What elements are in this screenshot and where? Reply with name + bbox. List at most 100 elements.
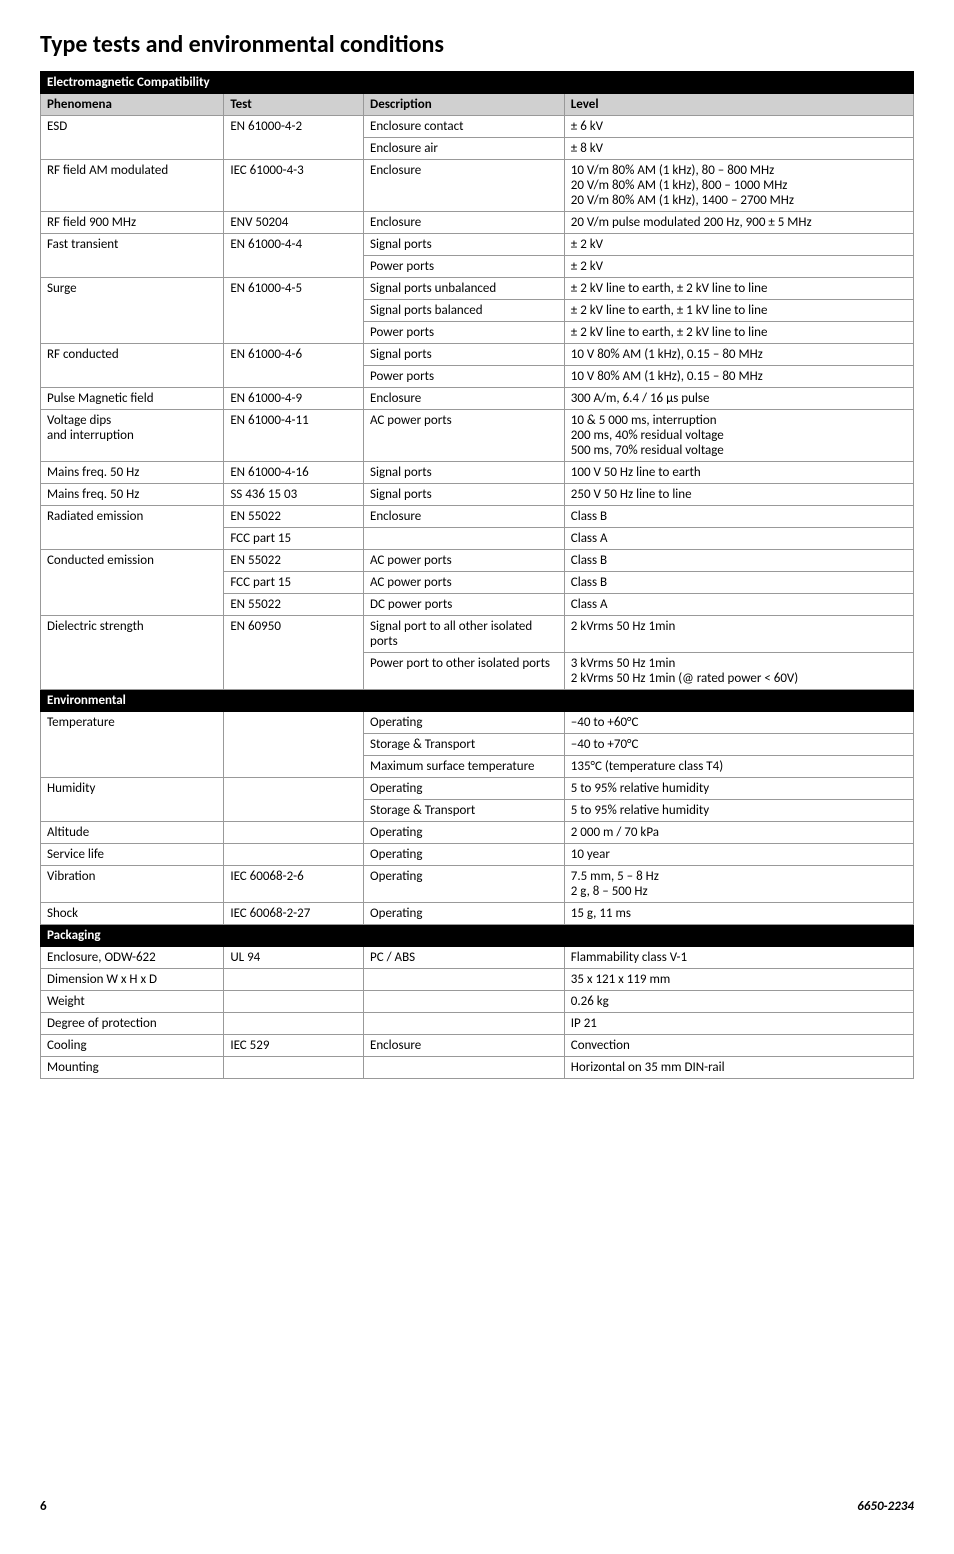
column-header: Phenomena [41, 94, 224, 116]
table-cell: Operating [364, 712, 565, 734]
table-cell: Temperature [41, 712, 224, 778]
table-cell: RF conducted [41, 344, 224, 388]
table-cell: Operating [364, 822, 565, 844]
table-cell: Dielectric strength [41, 616, 224, 690]
table-cell: RF field AM modulated [41, 160, 224, 212]
table-cell: AC power ports [364, 550, 565, 572]
table-row: Conducted emissionEN 55022AC power ports… [41, 550, 914, 572]
table-cell: IP 21 [564, 1013, 913, 1035]
table-row: Dimension W x H x D 35 x 121 x 119 mm [41, 969, 914, 991]
table-cell: 10 V/m 80% AM (1 kHz), 80 – 800 MHz20 V/… [564, 160, 913, 212]
table-cell: Convection [564, 1035, 913, 1057]
table-cell: 15 g, 11 ms [564, 903, 913, 925]
table-cell: ± 2 kV line to earth, ± 2 kV line to lin… [564, 278, 913, 300]
table-cell: SS 436 15 03 [224, 484, 364, 506]
table-cell: EN 61000-4-11 [224, 410, 364, 462]
table-cell: FCC part 15 [224, 572, 364, 594]
table-cell: Weight [41, 991, 224, 1013]
page-number: 6 [40, 1499, 47, 1514]
table-cell: IEC 61000-4-3 [224, 160, 364, 212]
table-cell: FCC part 15 [224, 528, 364, 550]
table-row: AltitudeOperating2 000 m / 70 kPa [41, 822, 914, 844]
table-cell: EN 55022 [224, 550, 364, 572]
table-cell: 250 V 50 Hz line to line [564, 484, 913, 506]
table-cell: Enclosure [364, 388, 565, 410]
table-cell: Pulse Magnetic field [41, 388, 224, 410]
column-header-row: PhenomenaTestDescriptionLevel [41, 94, 914, 116]
table-cell: 0.26 kg [564, 991, 913, 1013]
table-cell: Service life [41, 844, 224, 866]
table-cell: AC power ports [364, 410, 565, 462]
table-cell: Shock [41, 903, 224, 925]
table-cell: Enclosure [364, 1035, 565, 1057]
table-cell: 135°C (temperature class T4) [564, 756, 913, 778]
table-row: ESDEN 61000-4-2Enclosure contact± 6 kV [41, 116, 914, 138]
table-row: Mains freq. 50 HzSS 436 15 03Signal port… [41, 484, 914, 506]
table-cell: ± 2 kV line to earth, ± 1 kV line to lin… [564, 300, 913, 322]
table-cell: Enclosure air [364, 138, 565, 160]
table-cell: DC power ports [364, 594, 565, 616]
table-cell: Class A [564, 528, 913, 550]
table-cell: Cooling [41, 1035, 224, 1057]
table-cell: Storage & Transport [364, 800, 565, 822]
table-cell: 10 V 80% AM (1 kHz), 0.15 – 80 MHz [564, 344, 913, 366]
table-cell: ± 8 kV [564, 138, 913, 160]
table-row: Voltage dipsand interruptionEN 61000-4-1… [41, 410, 914, 462]
table-cell: Class A [564, 594, 913, 616]
table-cell: Power ports [364, 366, 565, 388]
table-cell: Flammability class V-1 [564, 947, 913, 969]
table-cell: EN 61000-4-6 [224, 344, 364, 388]
table-cell: PC / ABS [364, 947, 565, 969]
table-cell [224, 991, 364, 1013]
table-cell: IEC 529 [224, 1035, 364, 1057]
table-row: CoolingIEC 529EnclosureConvection [41, 1035, 914, 1057]
table-cell: Enclosure [364, 506, 565, 528]
table-cell: EN 61000-4-16 [224, 462, 364, 484]
table-cell: 2 000 m / 70 kPa [564, 822, 913, 844]
table-cell: Storage & Transport [364, 734, 565, 756]
page-footer: 6 6650-2234 [40, 1499, 914, 1514]
table-cell: Mains freq. 50 Hz [41, 462, 224, 484]
table-cell: Signal port to all other isolated ports [364, 616, 565, 653]
table-cell: Power ports [364, 256, 565, 278]
table-row: Dielectric strengthEN 60950Signal port t… [41, 616, 914, 653]
table-cell: Signal ports [364, 344, 565, 366]
table-cell: 100 V 50 Hz line to earth [564, 462, 913, 484]
table-cell: Conducted emission [41, 550, 224, 616]
table-row: Pulse Magnetic fieldEN 61000-4-9Enclosur… [41, 388, 914, 410]
table-cell: 10 year [564, 844, 913, 866]
table-row: MountingHorizontal on 35 mm DIN-rail [41, 1057, 914, 1079]
table-cell [224, 778, 364, 822]
table-row: Mains freq. 50 HzEN 61000-4-16Signal por… [41, 462, 914, 484]
table-cell: Signal ports [364, 484, 565, 506]
table-cell: EN 61000-4-2 [224, 116, 364, 160]
table-cell: EN 61000-4-9 [224, 388, 364, 410]
table-cell: EN 55022 [224, 506, 364, 528]
table-cell: ESD [41, 116, 224, 160]
table-cell: Dimension W x H x D [41, 969, 224, 991]
table-cell: EN 61000-4-4 [224, 234, 364, 278]
table-cell: 7.5 mm, 5 – 8 Hz2 g, 8 – 500 Hz [564, 866, 913, 903]
table-cell: Voltage dipsand interruption [41, 410, 224, 462]
table-cell: Operating [364, 844, 565, 866]
table-row: Fast transientEN 61000-4-4Signal ports± … [41, 234, 914, 256]
table-cell: EN 55022 [224, 594, 364, 616]
table-cell: 3 kVrms 50 Hz 1min2 kVrms 50 Hz 1min (@ … [564, 653, 913, 690]
table-cell: 35 x 121 x 119 mm [564, 969, 913, 991]
table-cell: Signal ports unbalanced [364, 278, 565, 300]
table-cell: Operating [364, 866, 565, 903]
table-cell [364, 528, 565, 550]
table-cell: Enclosure, ODW-622 [41, 947, 224, 969]
table-row: RF conductedEN 61000-4-6Signal ports10 V… [41, 344, 914, 366]
table-cell: Mains freq. 50 Hz [41, 484, 224, 506]
table-cell: AC power ports [364, 572, 565, 594]
table-cell: 300 A/m, 6.4 / 16 µs pulse [564, 388, 913, 410]
table-cell: ± 6 kV [564, 116, 913, 138]
table-cell: Signal ports [364, 234, 565, 256]
table-cell: Surge [41, 278, 224, 344]
table-cell: Vibration [41, 866, 224, 903]
column-header: Test [224, 94, 364, 116]
spec-table: Electromagnetic CompatibilityPhenomenaTe… [40, 71, 914, 1079]
table-cell: ENV 50204 [224, 212, 364, 234]
table-cell: 10 V 80% AM (1 kHz), 0.15 – 80 MHz [564, 366, 913, 388]
